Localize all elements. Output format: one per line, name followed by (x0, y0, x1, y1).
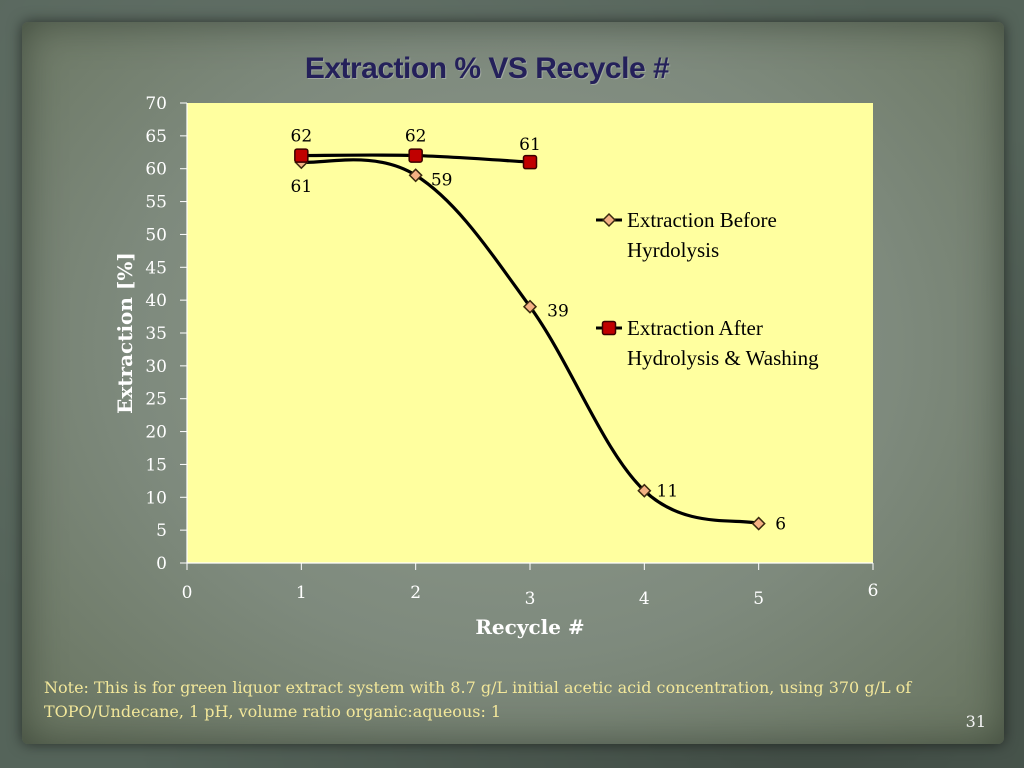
y-tick-label: 40 (145, 291, 167, 311)
legend-marker-diamond (601, 212, 617, 228)
data-point-square (294, 148, 309, 163)
data-label: 6 (775, 515, 786, 535)
x-tick-label: 2 (410, 583, 421, 603)
chart-title: Extraction % VS Recycle # (304, 52, 670, 85)
y-tick-label: 50 (145, 225, 167, 245)
legend-label-line2: Hyrdolysis (627, 238, 719, 262)
legend-marker-square (601, 320, 617, 336)
y-tick-label: 20 (145, 423, 167, 443)
x-tick-label: 1 (296, 583, 307, 603)
data-label: 62 (291, 127, 313, 147)
data-label: 11 (657, 482, 679, 502)
y-axis-label: Extraction [%] (113, 252, 137, 414)
y-tick-label: 60 (145, 160, 167, 180)
plot-area (187, 103, 873, 563)
data-point-diamond (637, 483, 652, 498)
y-tick-label: 15 (145, 455, 167, 475)
y-tick-label: 30 (145, 357, 167, 377)
data-point-diamond (751, 516, 766, 531)
footnote: Note: This is for green liquor extract s… (44, 678, 912, 721)
page-number: 31 (965, 712, 986, 731)
x-tick-label: 3 (525, 589, 536, 609)
data-point-diamond (408, 168, 423, 183)
y-tick-label: 25 (145, 390, 167, 410)
y-tick-label: 70 (145, 94, 167, 114)
data-point-square (408, 148, 423, 163)
y-tick-label: 10 (145, 488, 167, 508)
x-tick-label: 5 (753, 589, 764, 609)
y-tick-label: 5 (156, 521, 167, 541)
y-tick-label: 55 (145, 193, 167, 213)
data-label: 62 (405, 127, 427, 147)
data-label: 59 (431, 170, 453, 190)
data-point-square (522, 154, 538, 170)
legend-label-line1: Extraction Before (627, 208, 777, 232)
data-point-diamond (522, 299, 538, 314)
x-axis-label: Recycle # (475, 615, 584, 639)
legend-label-line2: Hydrolysis & Washing (627, 346, 819, 370)
x-tick-label: 4 (639, 589, 650, 609)
y-tick-label: 45 (145, 258, 167, 278)
data-label: 39 (547, 302, 569, 322)
data-label: 61 (291, 177, 313, 197)
data-label: 61 (519, 135, 541, 155)
y-tick-label: 35 (145, 324, 167, 344)
legend-label-line1: Extraction After (627, 316, 763, 340)
x-tick-label: 0 (182, 583, 193, 603)
y-tick-label: 0 (156, 554, 167, 574)
x-tick-label: 6 (868, 581, 879, 601)
y-tick-label: 65 (145, 127, 167, 147)
